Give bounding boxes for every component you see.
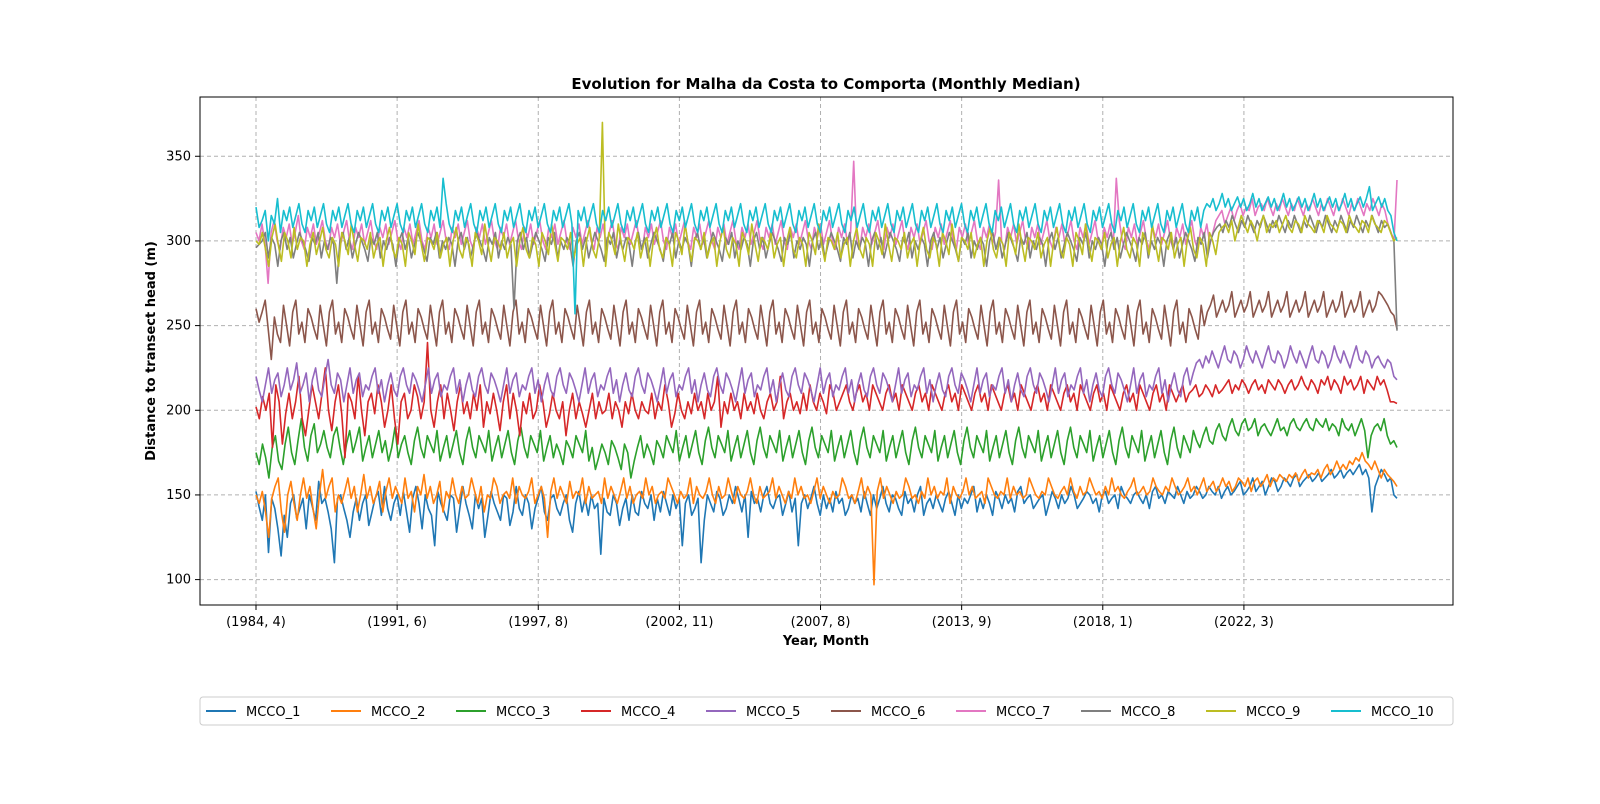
series-line-mcco-3	[255, 417, 1398, 479]
legend-label: MCCO_9	[1246, 705, 1300, 720]
x-tick-label: (2002, 11)	[645, 615, 713, 630]
x-tick-label: (2013, 9)	[932, 615, 992, 630]
x-tick-label: (2022, 3)	[1214, 615, 1274, 630]
y-axis-label: Distance to transect head (m)	[144, 241, 159, 461]
series-line-mcco-7	[255, 160, 1398, 285]
series-line-mcco-9	[255, 121, 1398, 268]
y-tick-label: 100	[166, 573, 191, 588]
series-lines	[255, 121, 1398, 586]
series-line-mcco-5	[255, 345, 1398, 403]
legend-frame	[199, 696, 1454, 726]
series-line-mcco-2	[255, 451, 1398, 586]
chart-title: Evolution for Malha da Costa to Comporta…	[571, 75, 1080, 93]
legend: MCCO_1 MCCO_2 MCCO_3 MCCO_4 MCCO_5 MCCO_6 MCCO…	[199, 696, 1454, 726]
x-tick-label: (2018, 1)	[1073, 615, 1133, 630]
y-tick-label: 150	[166, 488, 191, 503]
series-line-mcco-4	[255, 341, 1398, 459]
y-tick-label: 200	[166, 403, 191, 418]
legend-label: MCCO_5	[746, 705, 800, 720]
y-tick-label: 250	[166, 319, 191, 334]
x-tick-label: (2007, 8)	[791, 615, 851, 630]
axis-ticks: 100 150 200 250 300 350 (1984, 4) (1991, 6) (199…	[166, 149, 1274, 630]
x-tick-label: (1984, 4)	[226, 615, 286, 630]
y-tick-label: 350	[166, 149, 191, 164]
legend-label: MCCO_6	[871, 705, 925, 720]
legend-label: MCCO_2	[371, 705, 425, 720]
legend-label: MCCO_7	[996, 705, 1050, 720]
x-tick-label: (1991, 6)	[367, 615, 427, 630]
plot-frame	[199, 96, 1454, 606]
series-line-mcco-10	[255, 177, 1398, 315]
x-axis-label: Year, Month	[782, 634, 869, 649]
legend-label: MCCO_1	[246, 705, 300, 720]
series-line-mcco-6	[255, 290, 1398, 361]
legend-label: MCCO_4	[621, 705, 675, 720]
legend-label: MCCO_10	[1371, 705, 1434, 720]
x-tick-label: (1997, 8)	[508, 615, 568, 630]
legend-label: MCCO_8	[1121, 705, 1175, 720]
y-tick-label: 300	[166, 234, 191, 249]
legend-label: MCCO_3	[496, 705, 550, 720]
